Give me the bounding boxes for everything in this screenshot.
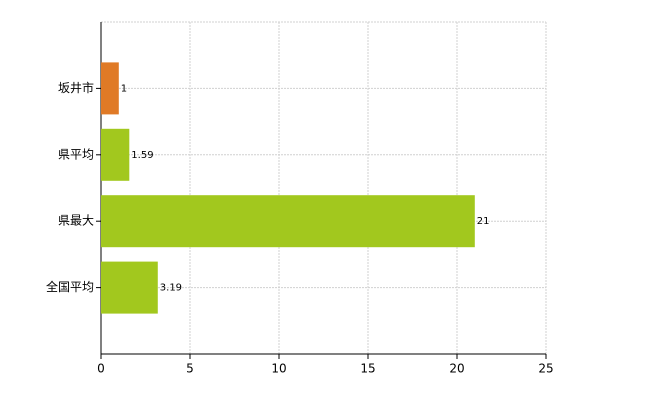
bar	[101, 128, 130, 181]
bar	[101, 261, 158, 314]
bar	[101, 62, 119, 115]
x-tick-label: 0	[97, 362, 105, 376]
x-tick-label: 25	[538, 362, 553, 376]
value-label: 1	[121, 83, 127, 94]
y-tick-label: 県平均	[58, 147, 94, 161]
value-label: 3.19	[160, 283, 182, 294]
value-label: 21	[477, 216, 490, 227]
x-tick-label: 5	[186, 362, 194, 376]
value-label: 1.59	[131, 150, 153, 161]
bar	[101, 195, 475, 248]
y-tick-label: 全国平均	[46, 279, 94, 294]
x-tick-label: 20	[449, 362, 464, 376]
y-tick-label: 坂井市	[58, 80, 94, 95]
x-tick-label: 10	[271, 362, 286, 376]
y-tick-label: 県最大	[58, 214, 94, 228]
x-tick-label: 15	[360, 362, 375, 376]
